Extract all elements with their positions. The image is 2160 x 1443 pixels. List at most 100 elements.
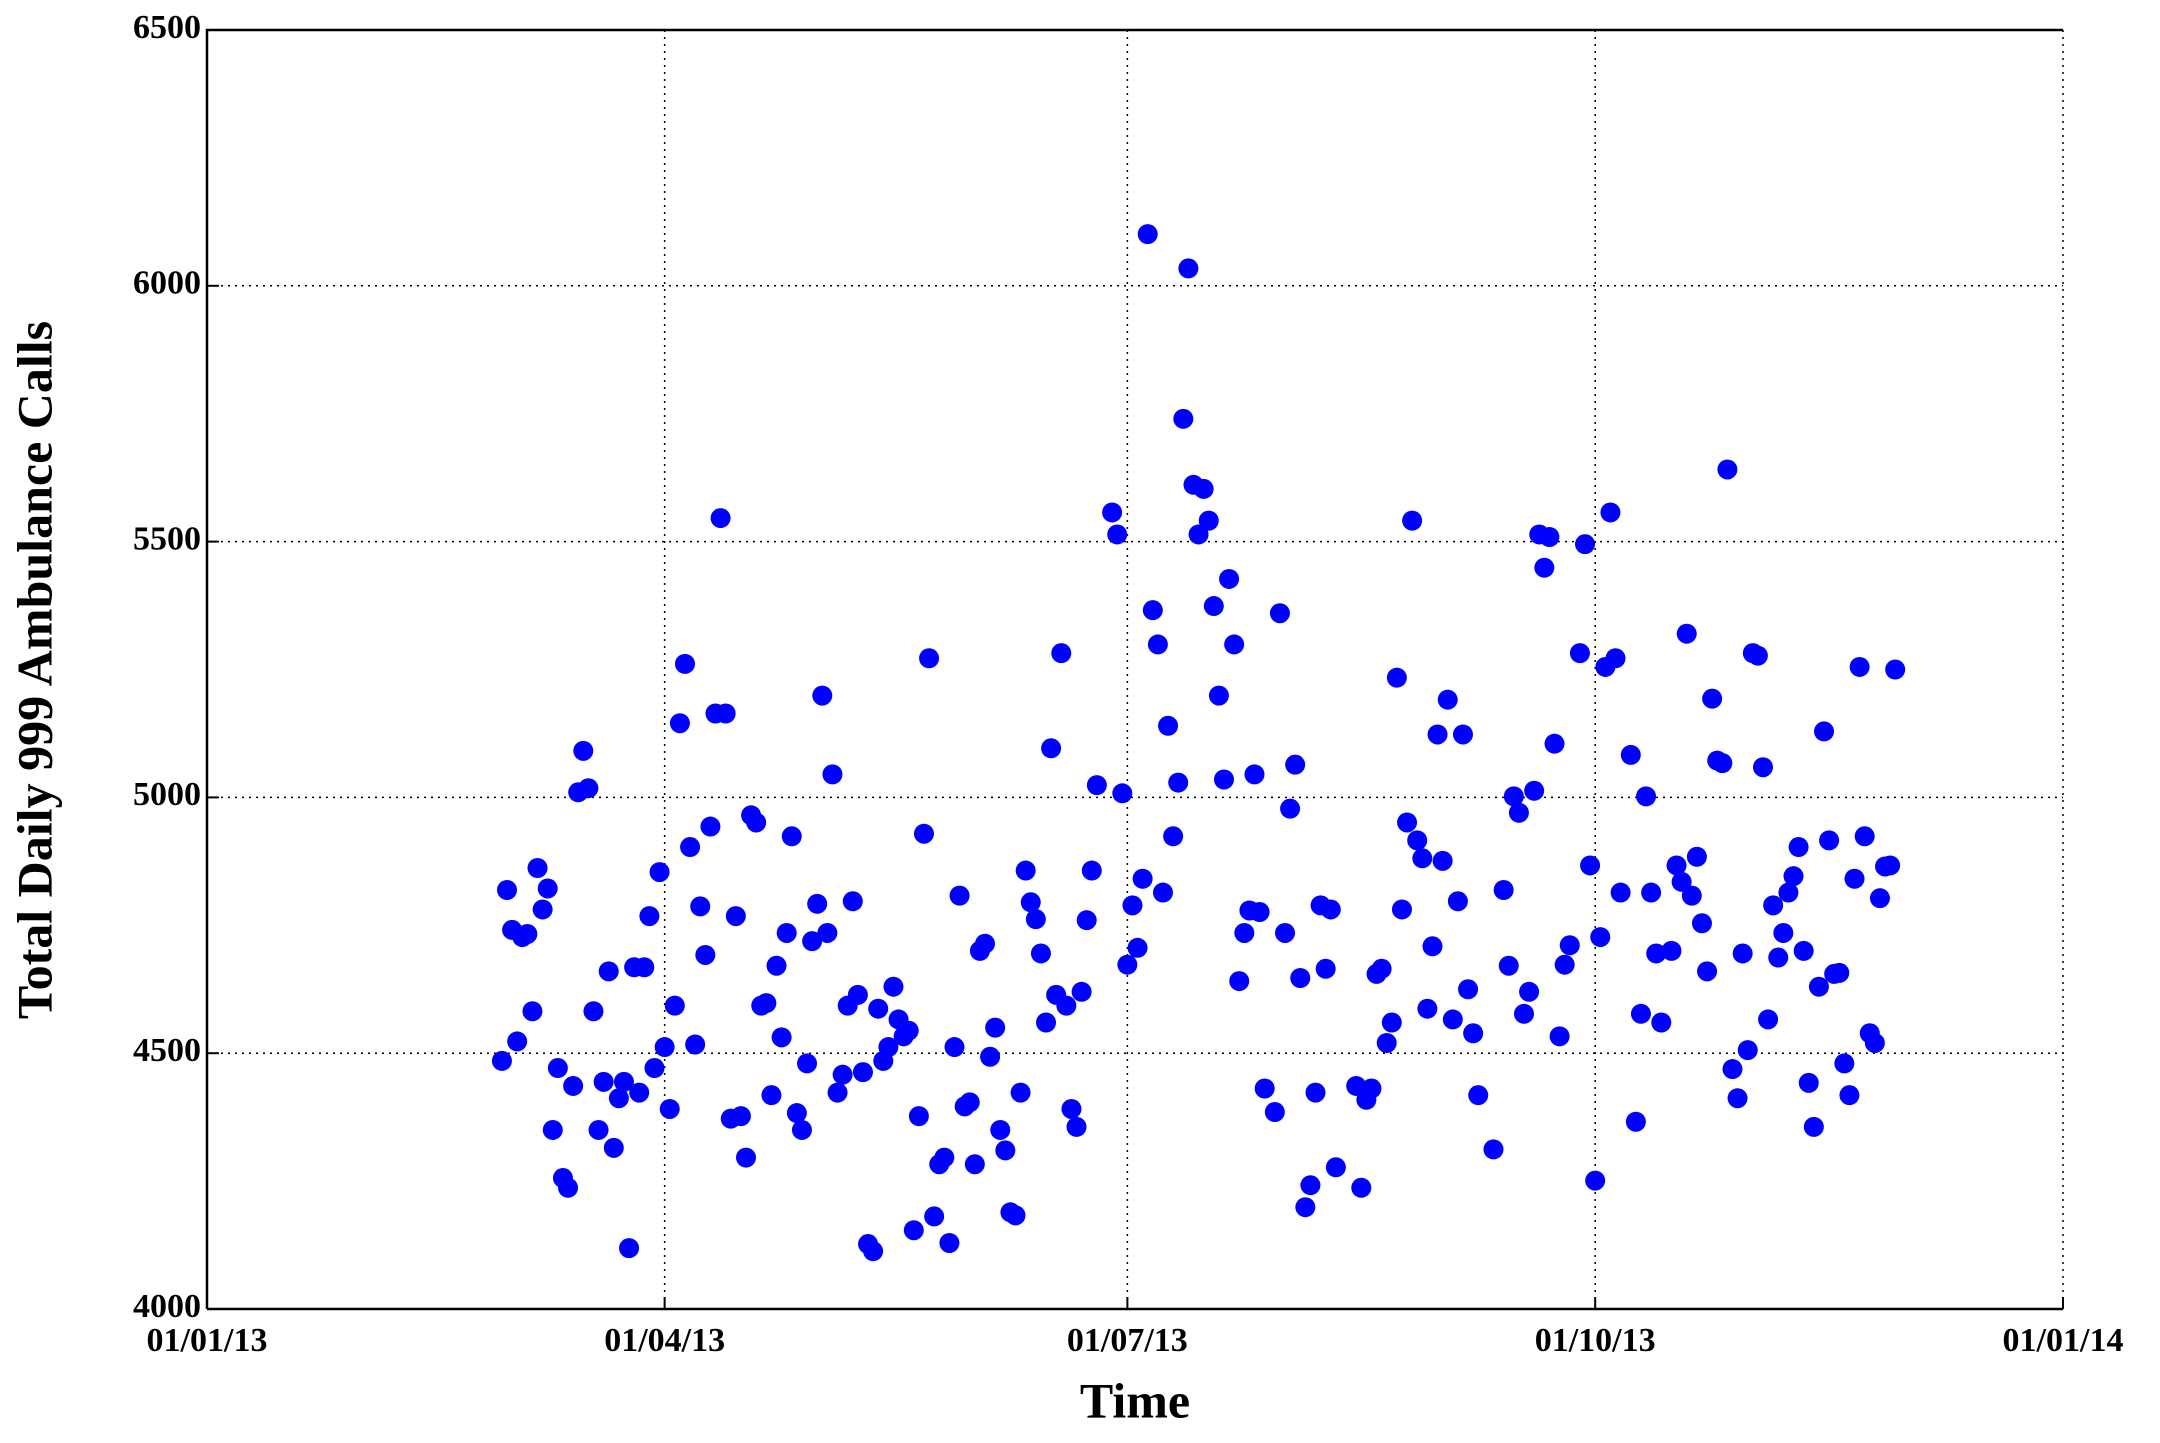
point: [898, 1020, 919, 1041]
point: [1280, 798, 1301, 819]
point: [913, 823, 934, 844]
point: [1193, 478, 1214, 499]
point: [1636, 786, 1657, 807]
point: [1391, 899, 1412, 920]
x-tick-label: 01/01/13: [147, 1322, 268, 1359]
point: [674, 653, 695, 674]
point: [1295, 1197, 1316, 1218]
point: [588, 1119, 609, 1140]
point: [1819, 830, 1840, 851]
point: [1539, 526, 1560, 547]
point: [1081, 860, 1102, 881]
point: [1234, 922, 1255, 943]
point: [1025, 909, 1046, 930]
point: [1320, 899, 1341, 920]
point: [746, 812, 767, 833]
x-tick-label: 01/10/13: [1535, 1322, 1656, 1359]
point: [547, 1058, 568, 1079]
point: [817, 922, 838, 943]
point: [1534, 557, 1555, 578]
point: [491, 1050, 512, 1071]
point: [964, 1154, 985, 1175]
point: [812, 685, 833, 706]
y-axis-title: Total Daily 999 Ambulance Calls: [6, 321, 62, 1019]
point: [1158, 715, 1179, 736]
point: [517, 923, 538, 944]
point: [1641, 882, 1662, 903]
point: [1452, 724, 1473, 745]
point: [822, 764, 843, 785]
point: [542, 1119, 563, 1140]
point: [695, 944, 716, 965]
point: [715, 703, 736, 724]
point: [791, 1119, 812, 1140]
point: [1885, 659, 1906, 680]
point: [1275, 922, 1296, 943]
point: [649, 862, 670, 883]
point: [842, 891, 863, 912]
point: [1020, 892, 1041, 913]
point: [1386, 667, 1407, 688]
point: [725, 906, 746, 927]
point: [1325, 1157, 1346, 1178]
point: [883, 976, 904, 997]
point: [700, 816, 721, 837]
point: [1381, 1012, 1402, 1033]
point: [980, 1046, 1001, 1067]
point: [1412, 848, 1433, 869]
point: [1224, 634, 1245, 655]
point: [1371, 958, 1392, 979]
point: [1051, 643, 1072, 664]
point: [593, 1071, 614, 1092]
point: [766, 955, 787, 976]
point: [863, 1241, 884, 1262]
point: [1188, 524, 1209, 545]
point: [807, 893, 828, 914]
point: [507, 1031, 528, 1052]
point: [1132, 868, 1153, 889]
point: [974, 933, 995, 954]
point: [639, 906, 660, 927]
point: [1437, 689, 1458, 710]
point: [1483, 1139, 1504, 1160]
point: [1590, 927, 1611, 948]
point: [1803, 1116, 1824, 1137]
point: [1691, 913, 1712, 934]
point: [1585, 1170, 1606, 1191]
point: [1814, 721, 1835, 742]
point: [1681, 885, 1702, 906]
point: [1300, 1175, 1321, 1196]
point: [1061, 1098, 1082, 1119]
point: [1346, 1075, 1367, 1096]
point: [1407, 830, 1428, 851]
point: [1213, 769, 1234, 790]
point: [1778, 882, 1799, 903]
point: [1122, 895, 1143, 916]
point: [1752, 757, 1773, 778]
point: [578, 778, 599, 799]
point: [522, 1001, 543, 1022]
point: [664, 995, 685, 1016]
point: [527, 858, 548, 879]
point: [1666, 855, 1687, 876]
point: [827, 1082, 848, 1103]
point: [1727, 1088, 1748, 1109]
point: [1600, 502, 1621, 523]
point: [1229, 971, 1250, 992]
point: [1142, 600, 1163, 621]
point: [1249, 901, 1270, 922]
point: [1620, 744, 1641, 765]
point: [1315, 958, 1336, 979]
point: [1671, 871, 1692, 892]
axis-frame: [205, 28, 2063, 1311]
point: [1010, 1082, 1031, 1103]
point: [1432, 850, 1453, 871]
point: [1173, 408, 1194, 429]
point: [771, 1027, 792, 1048]
point: [1493, 879, 1514, 900]
point: [1351, 1177, 1372, 1198]
point: [903, 1220, 924, 1241]
point: [852, 1062, 873, 1083]
point: [629, 1082, 650, 1103]
point: [1208, 685, 1229, 706]
